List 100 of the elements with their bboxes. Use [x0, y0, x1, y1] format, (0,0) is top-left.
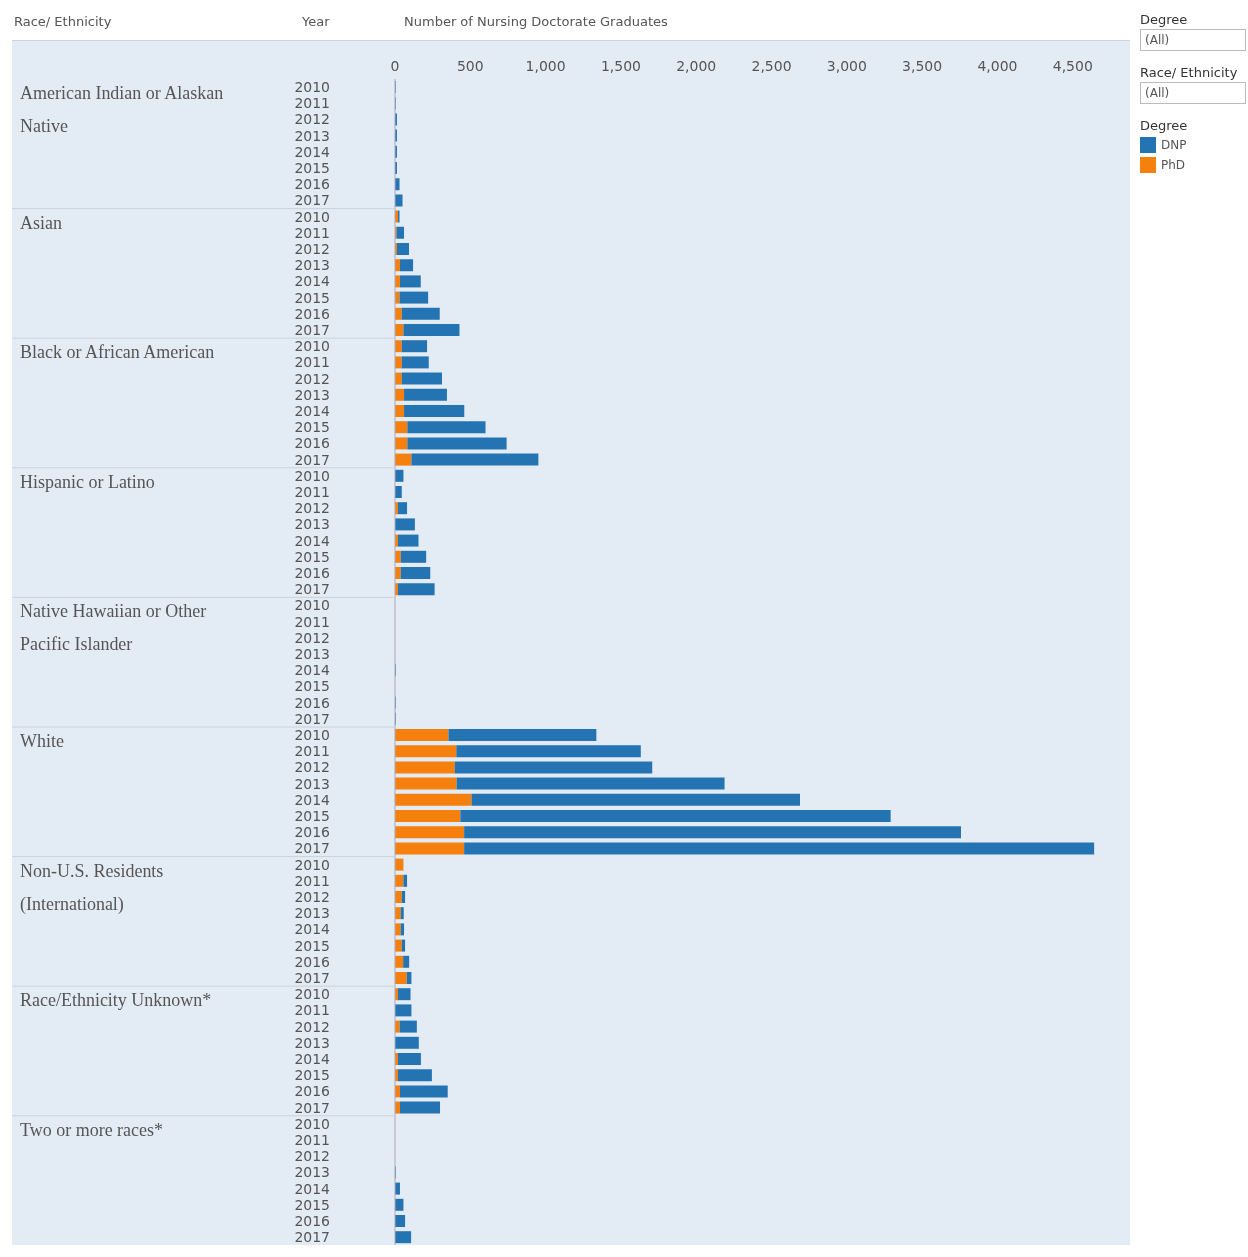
y-tick-label: 2012 — [294, 111, 330, 128]
y-tick-label: 2011 — [294, 872, 330, 889]
y-tick-label: 2012 — [294, 500, 330, 517]
y-tick-label: 2016 — [294, 435, 331, 452]
y-tick-label: 2013 — [294, 386, 330, 403]
y-tick-label: 2015 — [294, 1067, 330, 1084]
y-tick-label: 2010 — [294, 338, 330, 355]
y-tick-label: 2014 — [294, 273, 331, 290]
y-tick-label: 2012 — [294, 370, 330, 387]
text: Asian — [20, 212, 62, 233]
y-tick-label: 2013 — [294, 905, 330, 922]
legend-label: DNP — [1160, 137, 1188, 153]
y-tick-label: 2016 — [294, 953, 331, 970]
y-tick-label: 2014 — [294, 662, 331, 679]
x-tick-label: 2,000 — [676, 58, 717, 74]
y-tick-label: 2015 — [294, 1196, 330, 1213]
y-tick-label: 2015 — [294, 419, 330, 436]
y-tick-label: 2014 — [294, 403, 331, 420]
y-tick-label: 2015 — [294, 289, 330, 306]
dropdown-field: (All) — [1140, 29, 1246, 51]
text: Native Hawaiian or Other Pacific Islander — [20, 601, 207, 655]
text: American Indian or Alaskan Native — [20, 83, 224, 136]
y-tick-label: 2011 — [294, 95, 330, 112]
y-tick-label: 2013 — [294, 516, 330, 533]
y-tick-label: 2017 — [294, 451, 330, 468]
text: Race/Ethnicity Unknown* — [20, 990, 212, 1011]
y-tick-label: 2016 — [294, 176, 331, 193]
y-tick-label: 2014 — [294, 1051, 331, 1068]
x-tick-label: 1,500 — [600, 58, 641, 74]
text: Race/ Ethnicity — [1140, 65, 1239, 80]
y-tick-label: 2015 — [294, 937, 330, 954]
y-tick-label: 2017 — [294, 1099, 330, 1116]
y-tick-label: 2011 — [294, 613, 330, 630]
y-tick-label: 2013 — [294, 646, 330, 663]
x-tick-label: 0 — [390, 58, 400, 74]
y-tick-label: 2014 — [294, 1180, 331, 1197]
y-tick-label: 2011 — [294, 1002, 330, 1019]
y-tick-label: 2016 — [294, 1083, 331, 1100]
text: Two or more races* — [20, 1119, 164, 1140]
y-tick-label: 2010 — [294, 1115, 330, 1132]
y-tick-label: 2016 — [294, 824, 331, 841]
y-tick-label: 2017 — [294, 710, 330, 727]
y-tick-label: 2012 — [294, 629, 330, 646]
y-tick-label: 2015 — [294, 548, 330, 565]
x-tick-label: 3,000 — [826, 58, 867, 74]
y-tick-label: 2014 — [294, 532, 331, 549]
y-tick-label: 2016 — [294, 565, 331, 582]
text: Hispanic or Latino — [20, 471, 155, 492]
y-tick-label: 2013 — [294, 257, 330, 274]
x-tick-label: 4,500 — [1052, 58, 1093, 74]
y-tick-label: 2011 — [294, 224, 330, 241]
y-tick-label: 2013 — [294, 775, 330, 792]
x-tick-label: 500 — [456, 58, 484, 74]
y-tick-label: 2014 — [294, 143, 331, 160]
x-tick-label: 2,500 — [751, 58, 792, 74]
x-tick-label: 3,500 — [902, 58, 943, 74]
x-tick-label: 1,000 — [525, 58, 566, 74]
y-tick-label: 2016 — [294, 694, 331, 711]
y-tick-label: 2010 — [294, 208, 330, 225]
y-tick-label: 2014 — [294, 791, 331, 808]
text: Year — [302, 14, 330, 29]
y-tick-label: 2012 — [294, 889, 330, 906]
y-tick-label: 2010 — [294, 856, 330, 873]
y-tick-label: 2012 — [294, 759, 330, 776]
text: White — [20, 730, 64, 751]
y-tick-label: 2013 — [294, 127, 330, 144]
text: Black or African American — [20, 342, 215, 363]
y-tick-label: 2013 — [294, 1034, 330, 1051]
legend-label: PhD — [1160, 157, 1187, 173]
y-tick-label: 2010 — [294, 986, 330, 1003]
y-tick-label: 2010 — [294, 597, 330, 614]
x-axis-title: Number of Nursing Doctorate Graduates — [404, 14, 668, 29]
x-tick-label: 4,000 — [977, 58, 1018, 74]
y-tick-label: 2016 — [294, 305, 331, 322]
y-tick-label: 2017 — [294, 970, 330, 987]
legend-title: Degree — [1140, 118, 1189, 133]
y-tick-label: 2013 — [294, 1164, 330, 1181]
y-tick-label: 2017 — [294, 581, 330, 598]
y-tick-label: 2010 — [294, 79, 330, 96]
text: Degree — [1140, 12, 1189, 27]
y-tick-label: 2012 — [294, 1018, 330, 1035]
y-tick-label: 2017 — [294, 192, 330, 209]
y-tick-label: 2017 — [294, 840, 330, 857]
y-tick-label: 2011 — [294, 1132, 330, 1149]
dropdown-field: (All) — [1140, 82, 1246, 104]
y-tick-label: 2015 — [294, 808, 330, 825]
y-tick-label: 2012 — [294, 1148, 330, 1165]
y-tick-label: 2016 — [294, 1213, 331, 1230]
y-tick-label: 2011 — [294, 484, 330, 501]
y-tick-label: 2010 — [294, 727, 330, 744]
y-tick-label: 2015 — [294, 160, 330, 177]
y-tick-label: 2012 — [294, 241, 330, 258]
y-tick-label: 2015 — [294, 678, 330, 695]
y-tick-label: 2011 — [294, 354, 330, 371]
y-tick-label: 2017 — [294, 1229, 330, 1246]
y-tick-label: 2014 — [294, 921, 331, 938]
y-tick-label: 2017 — [294, 322, 330, 339]
y-tick-label: 2011 — [294, 743, 330, 760]
text: Race/ Ethnicity — [14, 14, 112, 29]
y-tick-label: 2010 — [294, 467, 330, 484]
